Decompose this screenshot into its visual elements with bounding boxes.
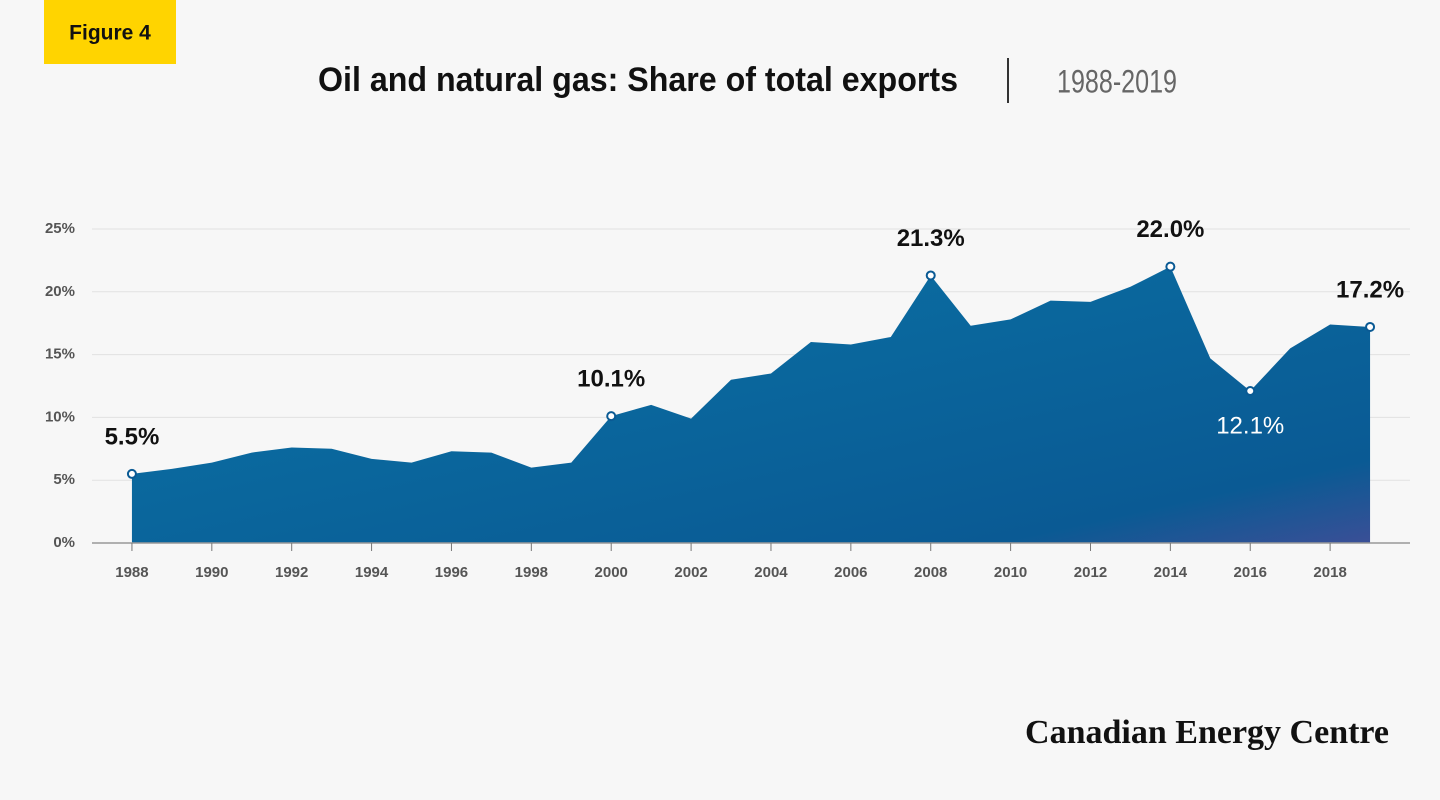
x-tick-label: 2006 [834, 564, 867, 581]
x-tick-label: 2010 [994, 564, 1027, 581]
figure-badge [44, 0, 176, 64]
data-point [1245, 386, 1256, 397]
x-tick-label: 2002 [674, 564, 707, 581]
x-tick-label: 2012 [1074, 564, 1107, 581]
chart-subtitle: 1988-2019 [1057, 63, 1177, 99]
x-tick-label: 1998 [515, 564, 548, 581]
data-point [126, 468, 137, 479]
y-tick-label: 10% [45, 408, 75, 425]
data-label: 22.0% [1136, 216, 1204, 243]
data-point [925, 270, 936, 281]
chart-title: Oil and natural gas: Share of total expo… [318, 61, 958, 99]
x-tick-label: 2000 [595, 564, 628, 581]
data-point [606, 411, 617, 422]
data-label: 12.1% [1216, 412, 1284, 439]
x-tick-label: 2004 [754, 564, 788, 581]
x-tick-label: 1992 [275, 564, 308, 581]
y-tick-label: 20% [45, 283, 75, 300]
x-tick-label: 1988 [115, 564, 148, 581]
x-tick-label: 1996 [435, 564, 468, 581]
x-tick-label: 1990 [195, 564, 228, 581]
x-tick-label: 2016 [1234, 564, 1267, 581]
data-point [1165, 261, 1176, 272]
figure-label: Figure 4 [69, 22, 151, 45]
x-tick-label: 1994 [355, 564, 389, 581]
data-label: 5.5% [105, 423, 160, 450]
y-tick-label: 15% [45, 346, 75, 363]
y-tick-label: 25% [45, 220, 75, 237]
x-tick-label: 2008 [914, 564, 947, 581]
y-tick-label: 5% [53, 471, 75, 488]
y-tick-label: 0% [53, 534, 75, 551]
area [131, 266, 1371, 543]
data-label: 10.1% [577, 365, 645, 392]
x-tick-label: 2018 [1313, 564, 1346, 581]
brand: Canadian Energy Centre [1025, 714, 1389, 751]
data-point [1365, 321, 1376, 332]
data-label: 21.3% [897, 225, 965, 252]
x-tick-label: 2014 [1154, 564, 1188, 581]
data-label: 17.2% [1336, 276, 1404, 303]
